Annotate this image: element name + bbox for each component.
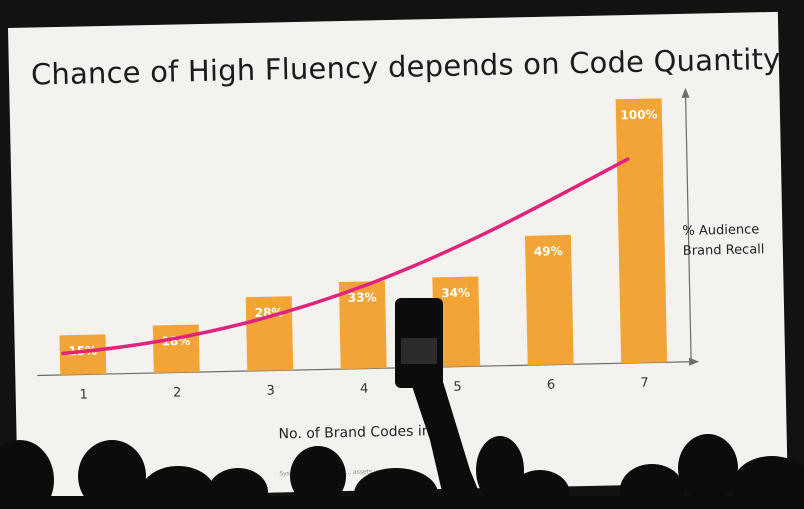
bar-7 bbox=[615, 98, 668, 364]
x-tick-label-1: 1 bbox=[79, 387, 88, 402]
bar-4 bbox=[338, 281, 387, 370]
trend-curve bbox=[61, 157, 630, 356]
x-axis-arrow bbox=[689, 357, 700, 366]
y-axis-label: % Audience Brand Recall bbox=[682, 222, 765, 259]
projector-screen: Chance of High Fluency depends on Code Q… bbox=[8, 11, 788, 498]
data-label-4: 33% bbox=[348, 290, 377, 305]
bar-1 bbox=[59, 334, 107, 375]
bar-6 bbox=[524, 234, 574, 366]
bar-2 bbox=[152, 324, 200, 374]
x-tick-label-7: 7 bbox=[640, 376, 649, 391]
x-tick-label-4: 4 bbox=[360, 382, 369, 397]
x-tick-label-2: 2 bbox=[173, 385, 182, 400]
data-label-5: 34% bbox=[441, 286, 470, 301]
y-axis-line bbox=[684, 93, 692, 362]
x-tick-label-3: 3 bbox=[266, 383, 275, 398]
data-label-7: 100% bbox=[620, 107, 657, 122]
data-label-6: 49% bbox=[534, 244, 563, 259]
y-axis-arrow bbox=[681, 87, 690, 98]
x-tick-label-5: 5 bbox=[453, 380, 462, 395]
x-tick-label-6: 6 bbox=[547, 378, 556, 393]
bar-5 bbox=[432, 276, 481, 368]
